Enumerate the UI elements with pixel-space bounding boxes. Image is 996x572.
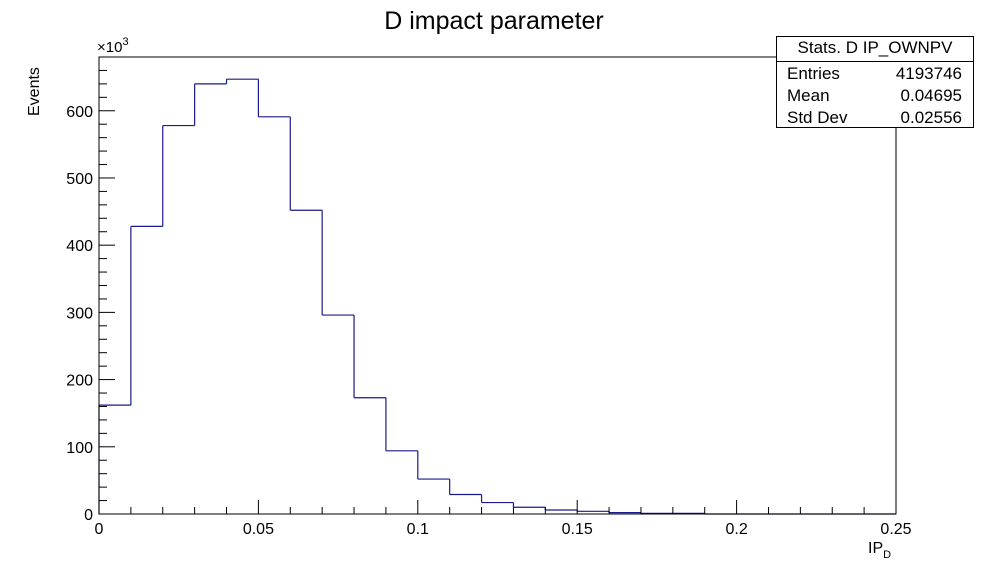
histogram-bin: [385, 397, 418, 452]
x-tick-label: 0.2: [725, 521, 747, 538]
y-tick-label: 500: [66, 171, 93, 188]
histogram-bin: [162, 124, 195, 227]
histogram-bin: [608, 511, 641, 514]
histogram-bin: [576, 509, 610, 512]
histogram-bin: [130, 225, 163, 406]
y-axis-label: Events: [26, 67, 43, 116]
stats-value: 4193746: [895, 64, 962, 83]
histogram-bin: [257, 79, 291, 118]
stats-row-entries: Entries 4193746: [777, 62, 973, 84]
stats-row-mean: Mean 0.04695: [777, 84, 973, 106]
y-tick-label: 200: [66, 373, 93, 390]
y-tick-label: 600: [66, 104, 93, 121]
y-tick-label: 300: [66, 305, 93, 322]
stats-value: 0.02556: [900, 108, 962, 127]
stats-label: Entries: [787, 64, 840, 83]
y-tick-label: 100: [66, 440, 93, 457]
stats-label: Std Dev: [787, 108, 848, 127]
chart-title: D impact parameter: [384, 7, 604, 35]
y-tick-label: 0: [84, 507, 93, 524]
histogram-bin: [640, 512, 673, 514]
stats-label: Mean: [787, 86, 830, 105]
x-tick-label: 0: [95, 521, 104, 538]
stats-title: Stats. D IP_OWNPV: [777, 37, 973, 62]
histogram-bin: [289, 116, 323, 211]
x-tick-label: 0.05: [243, 521, 274, 538]
x-tick-label: 0.25: [880, 521, 911, 538]
y-axis-ticks: 0 100 200 300 400 500 600: [66, 56, 115, 524]
histogram-bin: [321, 210, 355, 316]
histogram-bin: [512, 502, 546, 508]
histogram-bin: [98, 404, 131, 514]
x-tick-label: 0.15: [562, 521, 593, 538]
histogram-bin: [417, 450, 450, 480]
stats-value: 0.04695: [900, 86, 962, 105]
stats-row-stddev: Std Dev 0.02556: [777, 106, 973, 128]
y-axis-exponent: ×103: [97, 36, 129, 56]
stats-box: Stats. D IP_OWNPV Entries 4193746 Mean 0…: [776, 36, 974, 128]
x-tick-label: 0.1: [407, 521, 429, 538]
histogram-bin: [353, 315, 386, 399]
x-axis-ticks: 0 0.05 0.1 0.15 0.2 0.25: [95, 500, 912, 538]
histogram-bin: [225, 78, 259, 84]
plot-area: [98, 78, 896, 515]
y-tick-label: 400: [66, 238, 93, 255]
histogram-bin: [194, 83, 227, 126]
histogram-bin: [480, 494, 514, 504]
x-axis-label: IPD: [868, 540, 891, 561]
histogram-bin: [544, 507, 578, 511]
histogram-bin: [449, 479, 482, 496]
